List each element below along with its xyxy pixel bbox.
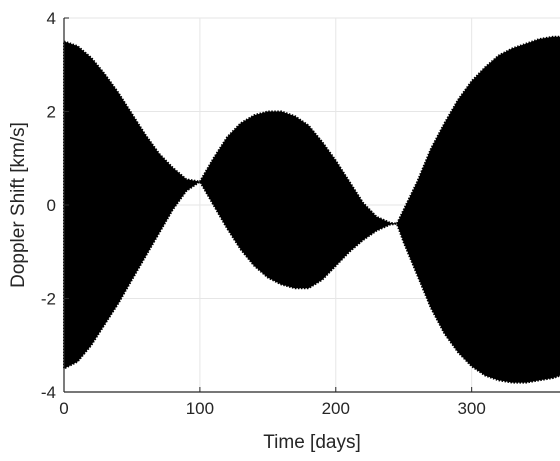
x-tick-label-200: 200	[322, 399, 350, 418]
x-ticks: 0 100 200 300	[59, 387, 486, 418]
y-axis-label: Doppler Shift [km/s]	[8, 122, 29, 288]
y-tick-label-4: 4	[47, 9, 56, 28]
x-tick-label-0: 0	[59, 399, 68, 418]
x-tick-label-100: 100	[186, 399, 214, 418]
y-ticks: -4 -2 0 2 4	[41, 9, 69, 402]
y-tick-label--2: -2	[41, 290, 56, 309]
x-tick-label-300: 300	[457, 399, 485, 418]
doppler-envelope-band	[63, 35, 560, 384]
y-tick-label--4: -4	[41, 383, 56, 402]
y-tick-label-0: 0	[47, 196, 56, 215]
y-tick-label-2: 2	[47, 103, 56, 122]
x-axis-label: Time [days]	[263, 432, 361, 453]
